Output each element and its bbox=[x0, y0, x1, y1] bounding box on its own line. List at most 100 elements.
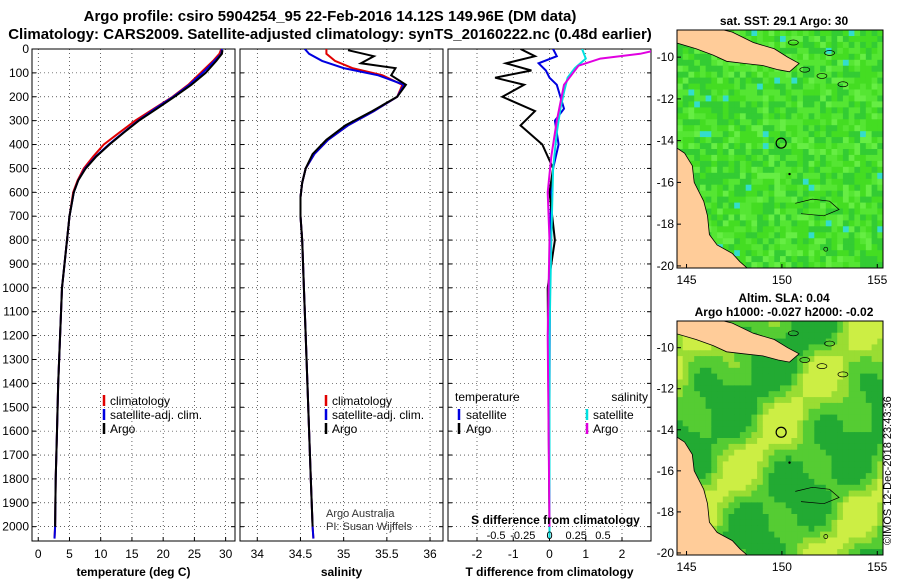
sst_map-xtick-label: 155 bbox=[867, 273, 887, 287]
map-cell bbox=[871, 426, 878, 433]
depth-tick-label: 200 bbox=[9, 90, 29, 104]
sst_map-ytick-label: -16 bbox=[657, 175, 675, 189]
map-cell bbox=[791, 490, 798, 497]
map-cell bbox=[734, 379, 741, 386]
map-cell bbox=[797, 77, 804, 85]
map-cell bbox=[774, 232, 781, 239]
map-cell bbox=[745, 125, 752, 132]
map-cell bbox=[877, 107, 883, 114]
map-cell bbox=[762, 77, 769, 85]
temperature-xtick-label: 25 bbox=[188, 547, 202, 561]
map-cell bbox=[711, 432, 718, 439]
map-cell bbox=[871, 502, 878, 509]
map-cell bbox=[751, 137, 758, 144]
map-cell bbox=[757, 367, 764, 375]
map-cell bbox=[717, 149, 724, 156]
map-cell bbox=[728, 356, 735, 363]
map-cell bbox=[762, 71, 769, 79]
map-cell bbox=[877, 519, 883, 527]
map-cell bbox=[871, 543, 878, 550]
map-cell bbox=[768, 125, 775, 132]
map-cell bbox=[745, 220, 752, 227]
map-cell bbox=[785, 256, 792, 263]
map-cell bbox=[688, 89, 695, 96]
map-cell bbox=[780, 496, 787, 503]
map-cell bbox=[734, 30, 741, 37]
map-cell bbox=[877, 238, 883, 245]
map-cell bbox=[745, 467, 752, 474]
map-cell bbox=[762, 508, 769, 515]
map-cell bbox=[739, 178, 747, 186]
map-cell bbox=[848, 196, 855, 204]
map-cell bbox=[865, 502, 872, 509]
map-cell bbox=[820, 154, 827, 162]
map-cell bbox=[842, 256, 850, 263]
map-cell bbox=[797, 338, 804, 345]
map-cell bbox=[837, 449, 844, 456]
map-cell bbox=[757, 514, 764, 521]
map-cell bbox=[808, 184, 815, 192]
map-cell bbox=[768, 525, 775, 533]
map-cell bbox=[797, 496, 804, 503]
map-cell bbox=[734, 89, 741, 96]
map-cell bbox=[717, 350, 724, 357]
map-cell bbox=[745, 65, 752, 73]
map-cell bbox=[734, 350, 741, 357]
map-cell bbox=[842, 226, 850, 233]
map-cell bbox=[699, 356, 707, 363]
map-cell bbox=[688, 367, 695, 375]
map-cell bbox=[848, 95, 855, 102]
map-cell bbox=[768, 202, 775, 210]
map-cell bbox=[825, 196, 832, 204]
map-cell bbox=[785, 549, 792, 555]
map-cell bbox=[825, 385, 832, 392]
map-cell bbox=[757, 356, 764, 363]
map-cell bbox=[808, 361, 815, 369]
map-cell bbox=[797, 543, 804, 550]
map-cell bbox=[734, 484, 741, 492]
map-cell bbox=[865, 65, 872, 73]
map-cell bbox=[842, 113, 850, 120]
map-cell bbox=[831, 402, 838, 410]
map-cell bbox=[791, 178, 798, 186]
map-cell bbox=[688, 356, 695, 363]
map-cell bbox=[711, 344, 718, 351]
map-cell bbox=[814, 514, 821, 521]
map-cell bbox=[734, 184, 741, 192]
map-cell bbox=[705, 490, 712, 497]
map-cell bbox=[677, 350, 684, 357]
map-cell bbox=[774, 397, 781, 404]
map-cell bbox=[865, 461, 872, 468]
map-cell bbox=[734, 525, 741, 533]
map-cell bbox=[854, 178, 861, 186]
map-cell bbox=[768, 531, 775, 538]
map-cell bbox=[745, 531, 752, 538]
map-cell bbox=[739, 543, 747, 550]
map-cell bbox=[705, 101, 712, 108]
differences-xtick-label: 0 bbox=[546, 547, 553, 561]
map-cell bbox=[842, 531, 850, 538]
map-cell bbox=[734, 238, 741, 245]
map-cell bbox=[774, 361, 781, 369]
map-cell bbox=[785, 496, 792, 503]
map-cell bbox=[705, 408, 712, 416]
map-cell bbox=[751, 71, 758, 79]
map-cell bbox=[711, 113, 718, 120]
map-cell bbox=[831, 196, 838, 204]
map-cell bbox=[802, 391, 810, 398]
map-cell bbox=[711, 178, 718, 186]
map-cell bbox=[734, 160, 741, 168]
map-cell bbox=[751, 443, 758, 451]
map-cell bbox=[808, 531, 815, 538]
map-cell bbox=[820, 549, 827, 555]
differences-xtick-label: 1 bbox=[582, 547, 589, 561]
map-cell bbox=[860, 508, 867, 515]
map-cell bbox=[694, 160, 701, 168]
map-cell bbox=[848, 71, 855, 79]
map-cell bbox=[717, 101, 724, 108]
map-cell bbox=[820, 196, 827, 204]
map-cell bbox=[745, 508, 752, 515]
map-cell bbox=[785, 83, 792, 91]
map-cell bbox=[871, 338, 878, 345]
